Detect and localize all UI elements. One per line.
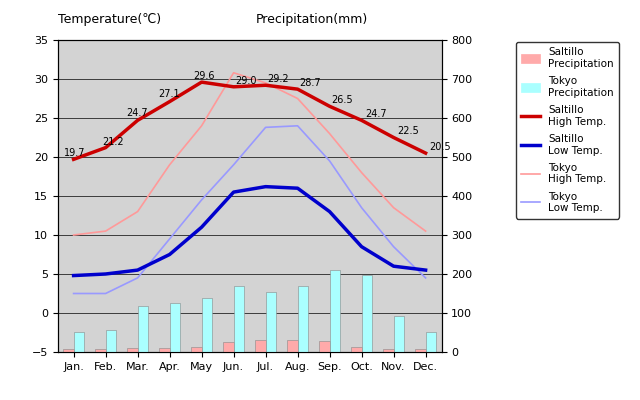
Bar: [202, 298, 212, 352]
Text: 29.0: 29.0: [236, 76, 257, 86]
Legend: Saltillo
Precipitation, Tokyo
Precipitation, Saltillo
High Temp., Saltillo
Low T: Saltillo Precipitation, Tokyo Precipitat…: [516, 42, 619, 218]
Bar: [298, 286, 308, 352]
Bar: [287, 340, 298, 352]
Text: 29.2: 29.2: [268, 74, 289, 84]
Bar: [63, 349, 74, 352]
Bar: [127, 348, 138, 352]
Text: 20.5: 20.5: [429, 142, 451, 152]
Bar: [394, 316, 404, 352]
Text: 24.7: 24.7: [127, 108, 148, 118]
Bar: [383, 349, 394, 352]
Text: 19.7: 19.7: [64, 148, 86, 158]
Bar: [426, 332, 436, 352]
Text: Precipitation(mm): Precipitation(mm): [256, 13, 368, 26]
Bar: [159, 348, 170, 352]
Bar: [170, 303, 180, 352]
Text: Temperature(℃): Temperature(℃): [58, 13, 161, 26]
Bar: [351, 347, 362, 352]
Bar: [330, 270, 340, 352]
Bar: [234, 286, 244, 352]
Bar: [138, 306, 148, 352]
Bar: [106, 330, 116, 352]
Text: 29.6: 29.6: [193, 71, 215, 81]
Bar: [255, 340, 266, 352]
Bar: [362, 275, 372, 352]
Bar: [223, 342, 234, 352]
Bar: [415, 349, 426, 352]
Bar: [74, 332, 84, 352]
Text: 26.5: 26.5: [332, 95, 353, 105]
Text: 24.7: 24.7: [365, 109, 387, 119]
Text: 27.1: 27.1: [158, 89, 180, 99]
Bar: [319, 341, 330, 352]
Text: 21.2: 21.2: [102, 136, 124, 146]
Bar: [266, 292, 276, 352]
Bar: [95, 349, 106, 352]
Text: 28.7: 28.7: [300, 78, 321, 88]
Text: 22.5: 22.5: [397, 126, 419, 136]
Bar: [191, 347, 202, 352]
